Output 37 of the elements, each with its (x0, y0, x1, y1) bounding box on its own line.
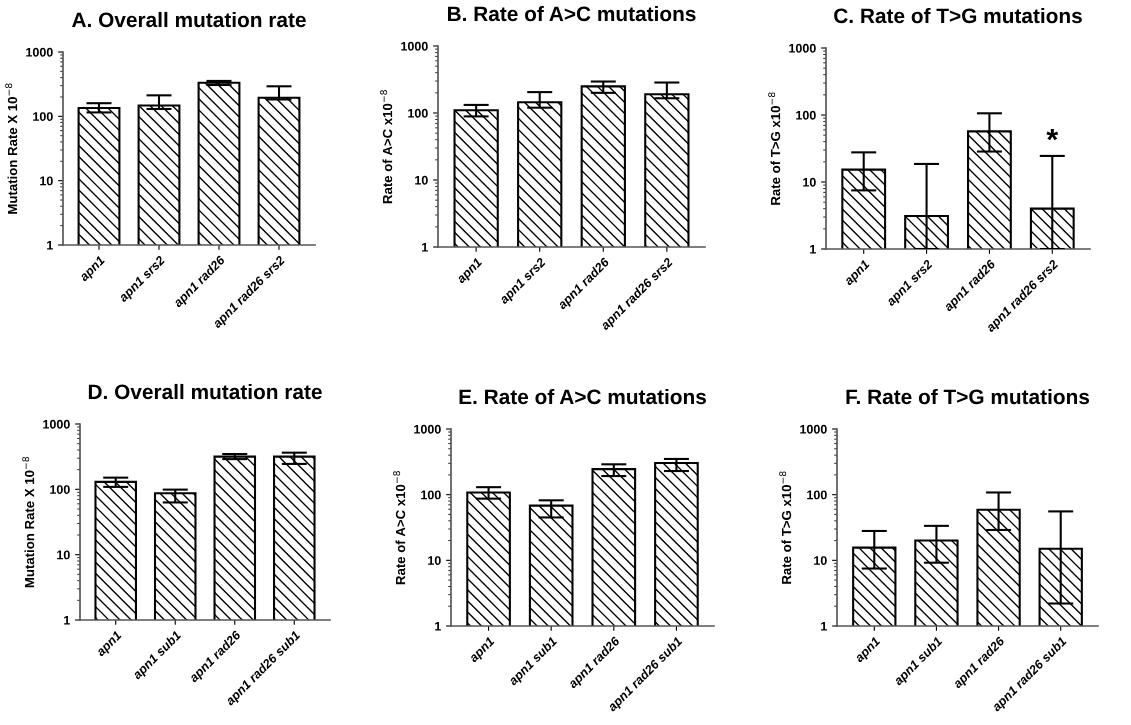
y-tick-label: 1 (47, 240, 53, 250)
y-axis-title: Rate of T>G x10$^{−8}$ (768, 92, 781, 205)
y-tick-label: 1 (64, 615, 70, 625)
y-tick-label: 100 (408, 108, 428, 118)
y-tick-label: 1000 (43, 419, 70, 429)
chart-title: B. Rate of A>C mutations (447, 5, 696, 22)
y-axis-title: Rate of A>C x10$^{−8}$ (380, 90, 393, 204)
chart-title: F. Rate of T>G mutations (846, 388, 1090, 405)
y-tick-label: 10 (814, 556, 827, 565)
y-tick-label: 100 (421, 490, 441, 500)
chart-title: A. Overall mutation rate (72, 11, 306, 28)
y-tick-label: 100 (807, 490, 827, 500)
y-tick-label: 10 (803, 177, 816, 187)
y-tick-label: 1 (810, 244, 816, 254)
y-axis-title: Rate of T>G x10$^{−8}$ (779, 471, 792, 584)
y-tick-label: 10 (428, 556, 441, 565)
y-tick-label: 10 (57, 550, 70, 560)
y-tick-label: 100 (50, 485, 70, 494)
y-tick-label: 1000 (414, 424, 441, 434)
y-tick-label: 10 (40, 176, 53, 186)
y-tick-label: 1 (435, 621, 441, 631)
y-axis-title: Mutation Rate X 10$^{−8}$ (5, 83, 18, 214)
y-tick-label: 1 (422, 242, 428, 252)
y-tick-label: 1 (821, 621, 827, 631)
y-tick-label: 100 (33, 112, 53, 121)
chart-title: D. Overall mutation rate (88, 383, 322, 400)
y-tick-label: 1000 (789, 43, 816, 53)
y-tick-label: 10 (415, 175, 428, 185)
y-tick-label: 1000 (26, 47, 53, 57)
y-tick-label: 100 (796, 110, 816, 120)
y-axis-title: Rate of A>C x10$^{−8}$ (393, 471, 406, 585)
y-tick-label: 1000 (800, 424, 827, 434)
y-tick-label: 1000 (401, 41, 428, 51)
chart-title: C. Rate of T>G mutations (834, 7, 1082, 24)
chart-title: E. Rate of A>C mutations (459, 388, 706, 405)
annotation: * (1046, 128, 1059, 141)
y-axis-title: Mutation Rate X 10$^{−8}$ (22, 456, 35, 588)
